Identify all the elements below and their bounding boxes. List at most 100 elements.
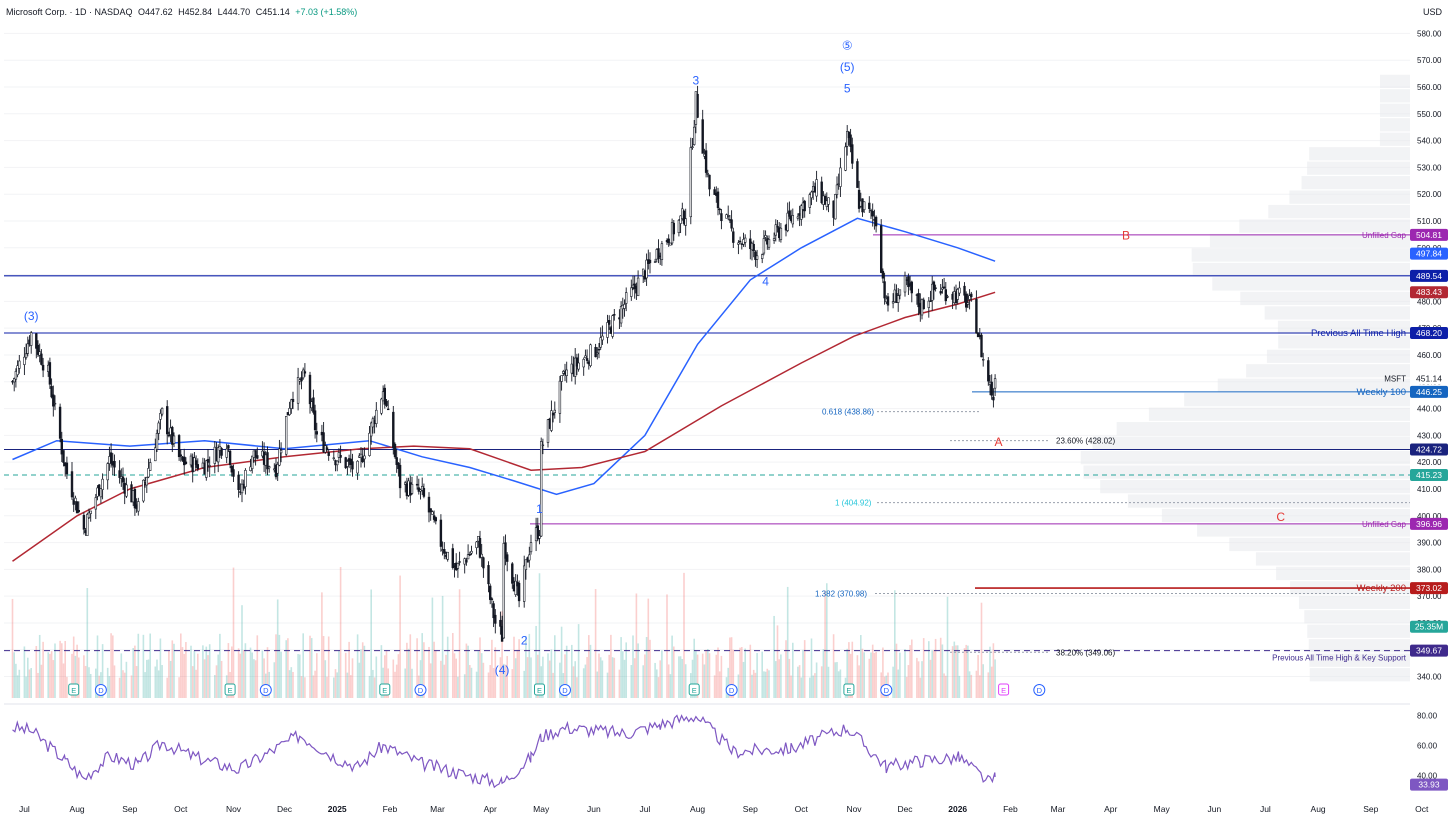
volume-bar: [202, 645, 204, 698]
price-box: [1410, 286, 1448, 299]
volume-bar: [23, 646, 26, 698]
volume-bar: [392, 659, 395, 698]
candle-body: [536, 525, 540, 540]
volume-bar: [911, 639, 913, 698]
price-box: [1410, 228, 1448, 241]
volume-bar: [494, 647, 497, 698]
wave-label: 2: [521, 633, 528, 647]
volume-bar: [480, 653, 483, 698]
candle-body: [788, 210, 791, 217]
candle-body: [669, 242, 672, 246]
candle-body: [149, 462, 152, 471]
volume-profile-bar: [1083, 465, 1410, 479]
volume-bar: [535, 625, 537, 698]
volume-bar: [630, 665, 633, 698]
volume-bar: [814, 673, 816, 698]
volume-bar: [707, 648, 709, 698]
volume-bar: [788, 658, 791, 698]
candle-body: [166, 406, 169, 435]
candle-body: [648, 259, 652, 264]
volume-bar: [421, 633, 423, 698]
candle-body: [845, 131, 849, 147]
time-tick-label: 2026: [948, 804, 967, 814]
candle-body: [82, 514, 86, 530]
volume-bar: [372, 669, 374, 698]
volume-bar: [489, 665, 491, 698]
candle-body: [339, 455, 342, 458]
volume-bar: [395, 664, 398, 698]
volume-bar: [231, 646, 233, 698]
candle-body: [584, 355, 587, 358]
volume-bar: [856, 655, 859, 698]
candle-body: [244, 470, 247, 488]
dividend-icon: [94, 684, 107, 696]
volume-bar: [776, 625, 779, 698]
volume-bar: [168, 650, 170, 698]
volume-profile-bar: [1191, 248, 1410, 262]
candle-body: [546, 419, 550, 443]
candle-body: [606, 322, 609, 338]
wave-label: (3): [24, 309, 39, 323]
volume-bar: [907, 665, 910, 698]
volume-bar: [137, 633, 140, 698]
volume-bar: [411, 668, 413, 698]
price-tick-label: 390.00: [1417, 539, 1442, 548]
candle-body: [966, 302, 970, 305]
candle-body: [429, 508, 432, 513]
candle-body: [679, 215, 682, 224]
volume-bar: [873, 652, 876, 698]
volume-bar: [76, 644, 78, 698]
candle-body: [922, 299, 925, 310]
volume-bar: [701, 653, 704, 698]
candle-body: [398, 464, 402, 489]
candle-body: [322, 432, 325, 453]
candle-body: [891, 301, 895, 304]
volume-bar: [428, 646, 430, 698]
volume-bar: [571, 644, 573, 698]
candle-body: [380, 398, 383, 414]
volume-bar: [203, 659, 206, 698]
candle-body: [815, 179, 818, 197]
price-tick-label: 560.00: [1417, 83, 1442, 92]
volume-bar: [49, 653, 51, 698]
volume-bar: [380, 645, 383, 698]
volume-bar: [363, 645, 366, 698]
volume-bar: [37, 672, 39, 698]
volume-bar: [792, 642, 794, 698]
price-box-label: 396.96: [1416, 519, 1442, 529]
candle-body: [696, 93, 699, 118]
volume-profile-bar: [1148, 407, 1410, 421]
volume-profile-bar: [1289, 190, 1410, 204]
candle-body: [154, 447, 157, 462]
candle-body: [677, 219, 681, 233]
volume-bar: [744, 648, 746, 698]
volume-bar: [953, 641, 956, 698]
volume-bar: [178, 677, 180, 698]
volume-bar: [822, 649, 825, 698]
candle-body: [903, 275, 907, 293]
candle-body: [808, 194, 812, 208]
volume-bar: [108, 676, 111, 698]
volume-bar: [132, 647, 134, 698]
candle-body: [839, 167, 842, 187]
price-tick-label: 420.00: [1417, 458, 1442, 467]
candle-body: [528, 554, 531, 561]
volume-bar: [149, 633, 151, 698]
candle-body: [553, 409, 557, 413]
volume-bar: [214, 675, 216, 698]
candle-body: [375, 409, 378, 424]
volume-bar: [324, 660, 327, 698]
volume-bar: [606, 672, 609, 698]
price-box: [1410, 385, 1448, 398]
volume-bar: [147, 659, 150, 698]
volume-bar: [730, 637, 733, 698]
candle-body: [393, 443, 397, 458]
candle-body: [368, 432, 371, 456]
volume-profile-bar: [1278, 335, 1410, 349]
dividend-icon-text: D: [884, 686, 890, 695]
candle-body: [720, 213, 723, 222]
candle-body: [575, 357, 579, 367]
candle-body: [300, 377, 303, 382]
volume-bar: [620, 637, 622, 698]
